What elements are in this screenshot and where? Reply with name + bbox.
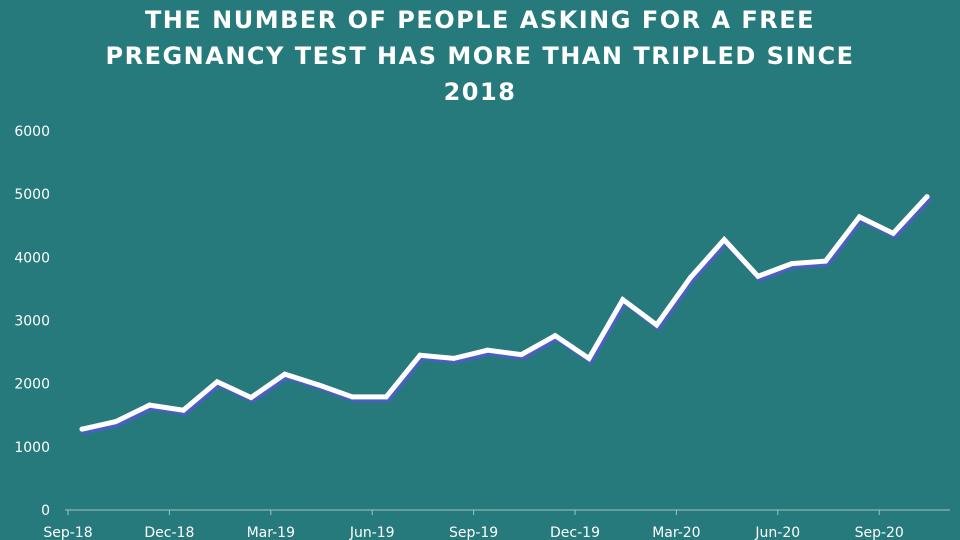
y-tick-label: 5000: [14, 187, 50, 203]
data-point: [485, 347, 491, 353]
y-tick-label: 4000: [14, 250, 50, 266]
x-tick-label: Sep-19: [449, 525, 498, 540]
data-point: [586, 355, 592, 361]
data-point: [248, 395, 254, 401]
data-point: [687, 275, 693, 281]
data-point: [721, 237, 727, 243]
data-point: [924, 194, 930, 200]
data-point: [789, 261, 795, 267]
data-point: [214, 379, 220, 385]
data-point: [417, 352, 423, 358]
x-tick-label: Dec-18: [144, 525, 194, 540]
y-tick-label: 6000: [14, 124, 50, 140]
x-tick-label: Sep-20: [855, 525, 904, 540]
data-point: [113, 419, 119, 425]
x-tick-label: Jun-19: [349, 525, 395, 540]
y-tick-label: 1000: [14, 440, 50, 456]
data-point: [383, 394, 389, 400]
series-line-shadow: [81, 197, 932, 435]
chart-title: THE NUMBER OF PEOPLE ASKING FOR A FREE P…: [105, 6, 855, 106]
y-tick-label: 2000: [14, 377, 50, 393]
y-tick-label: 0: [41, 503, 50, 519]
data-point: [282, 371, 288, 377]
data-point: [552, 333, 558, 339]
data-point: [451, 355, 457, 361]
data-point: [856, 214, 862, 220]
data-point: [755, 273, 761, 279]
data-point: [79, 426, 85, 432]
x-tick-label: Mar-19: [247, 525, 295, 540]
y-tick-label: 3000: [14, 314, 50, 330]
x-tick-label: Jun-20: [754, 525, 800, 540]
data-point: [654, 322, 660, 328]
data-point: [147, 402, 153, 408]
x-tick-label: Mar-20: [652, 525, 700, 540]
data-point: [316, 382, 322, 388]
data-point: [823, 258, 829, 264]
data-point: [349, 394, 355, 400]
data-point: [180, 407, 186, 413]
data-point: [890, 230, 896, 236]
x-tick-label: Dec-19: [550, 525, 600, 540]
x-tick-label: Sep-18: [43, 525, 92, 540]
series-line: [79, 194, 930, 432]
data-point: [518, 352, 524, 358]
data-point: [620, 297, 626, 303]
